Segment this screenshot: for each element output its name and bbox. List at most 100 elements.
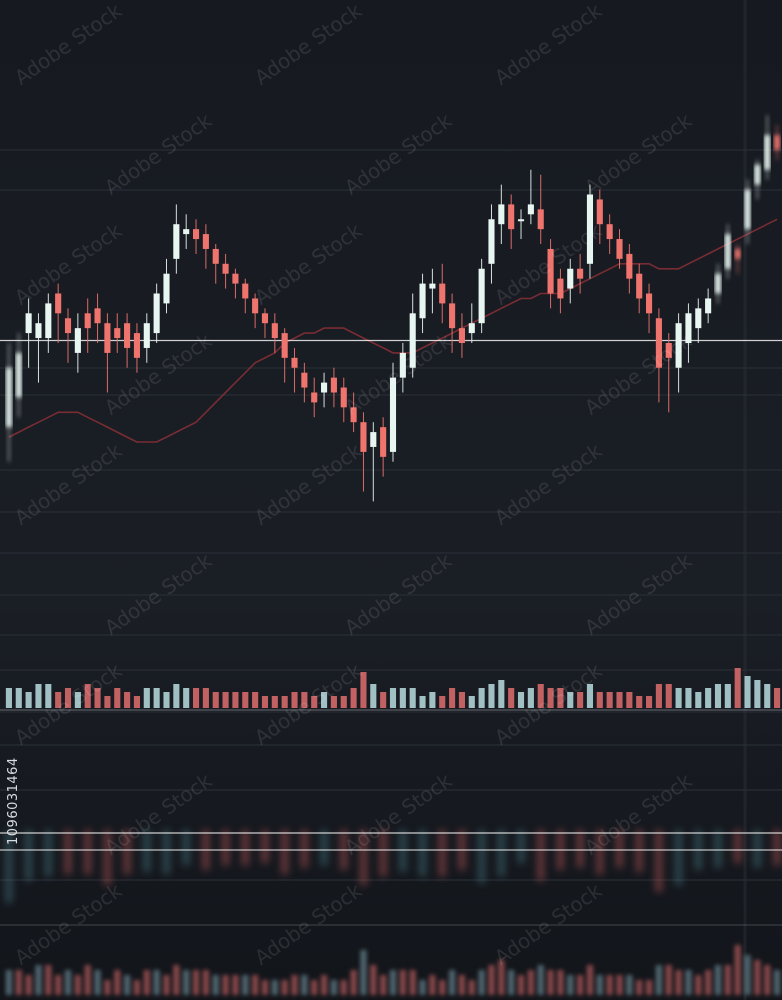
volume-bar bbox=[74, 692, 81, 708]
volume-bar bbox=[281, 696, 288, 708]
reflection-volume-bar bbox=[705, 970, 712, 995]
volume-bar bbox=[192, 688, 200, 708]
candle bbox=[429, 268, 436, 314]
volume-bar bbox=[321, 692, 328, 708]
candle-body bbox=[5, 367, 12, 428]
candle bbox=[380, 417, 387, 477]
candle bbox=[439, 263, 446, 324]
reflection-volume-bar bbox=[478, 970, 485, 995]
candle-body bbox=[616, 239, 623, 259]
candle bbox=[350, 392, 357, 433]
reflection-bar bbox=[714, 830, 722, 868]
volume-bar bbox=[222, 692, 229, 708]
candle bbox=[84, 298, 91, 353]
candle-body bbox=[133, 333, 141, 358]
reflection-volume-bar bbox=[636, 980, 643, 995]
candle bbox=[370, 422, 377, 502]
reflection-volume-bar bbox=[389, 970, 397, 995]
reflection-bar bbox=[655, 830, 662, 892]
reflection-volume-bar bbox=[675, 970, 682, 995]
candle-body bbox=[734, 248, 741, 259]
volume-bar bbox=[153, 688, 160, 708]
volume-bar bbox=[163, 692, 170, 708]
candle bbox=[685, 303, 692, 363]
volume-bar bbox=[133, 696, 141, 708]
reflection-volume-bar bbox=[567, 975, 574, 995]
candle-body bbox=[714, 273, 722, 294]
candle bbox=[537, 174, 544, 244]
reflection-volume-bar bbox=[547, 970, 554, 995]
candle bbox=[547, 239, 554, 309]
reflection-volume-bar bbox=[45, 965, 52, 995]
candle bbox=[173, 204, 180, 274]
candle bbox=[291, 347, 298, 393]
candle-body bbox=[468, 323, 475, 334]
volume-bar bbox=[567, 692, 574, 708]
volume-bar bbox=[705, 688, 712, 708]
volume-bar bbox=[202, 688, 209, 708]
candle bbox=[636, 263, 643, 314]
candle bbox=[764, 115, 771, 180]
candle bbox=[222, 253, 229, 289]
candle bbox=[15, 333, 22, 418]
volume-bar bbox=[330, 696, 337, 708]
candle-body bbox=[537, 209, 544, 230]
candle bbox=[311, 377, 318, 418]
candle-body bbox=[695, 308, 702, 329]
volume-bar bbox=[458, 692, 465, 708]
reflection-volume-bar bbox=[301, 975, 308, 995]
candle bbox=[517, 209, 525, 240]
candle bbox=[114, 313, 121, 353]
reflection-volume-bar bbox=[577, 975, 584, 995]
reflection-volume-bar bbox=[114, 970, 121, 995]
volume-bar bbox=[271, 696, 278, 708]
volume-bar bbox=[606, 692, 613, 708]
volume-bar bbox=[508, 688, 515, 708]
candle bbox=[232, 268, 239, 299]
reflection-bar bbox=[321, 830, 328, 866]
reflection-bar bbox=[596, 830, 603, 875]
reflection-volume-bar bbox=[291, 975, 298, 995]
candle-body bbox=[508, 204, 515, 230]
reflection-volume-bar bbox=[517, 975, 525, 995]
volume-bar bbox=[84, 684, 91, 708]
candle-body bbox=[84, 313, 91, 329]
candle bbox=[665, 333, 672, 413]
candle-body bbox=[183, 229, 190, 235]
candle-body bbox=[94, 308, 101, 324]
volume-bar bbox=[311, 696, 318, 708]
volume-bar bbox=[15, 688, 22, 708]
volume-bar bbox=[399, 688, 406, 708]
reflection-volume-bar bbox=[439, 980, 446, 995]
reflection-volume-bar bbox=[104, 980, 111, 995]
candle-body bbox=[114, 328, 121, 339]
reflection-volume-bar bbox=[153, 970, 160, 995]
volume-bar bbox=[527, 688, 534, 708]
candle-body bbox=[458, 328, 465, 343]
candle bbox=[774, 125, 781, 160]
candle bbox=[724, 224, 731, 279]
reflection-bar bbox=[5, 830, 12, 903]
reflection-bar bbox=[754, 830, 761, 868]
candle-body bbox=[261, 313, 269, 324]
volume-bar bbox=[252, 692, 259, 708]
candle bbox=[301, 362, 308, 403]
candle-body bbox=[232, 273, 239, 284]
candle-body bbox=[774, 135, 781, 150]
reflection-volume-bar bbox=[124, 975, 131, 995]
reflection-bar bbox=[498, 830, 505, 877]
reflection-volume-bar bbox=[458, 975, 465, 995]
volume-bar bbox=[212, 692, 219, 708]
volume-bar bbox=[517, 692, 525, 708]
candle-body bbox=[45, 303, 52, 339]
candle bbox=[498, 184, 505, 244]
candle-body bbox=[754, 164, 761, 185]
reflection-volume-bar bbox=[252, 975, 259, 995]
volume-bar bbox=[655, 684, 662, 708]
candle-body bbox=[429, 283, 436, 289]
candle bbox=[468, 303, 475, 343]
candle-body bbox=[35, 323, 42, 339]
candle bbox=[5, 343, 12, 462]
